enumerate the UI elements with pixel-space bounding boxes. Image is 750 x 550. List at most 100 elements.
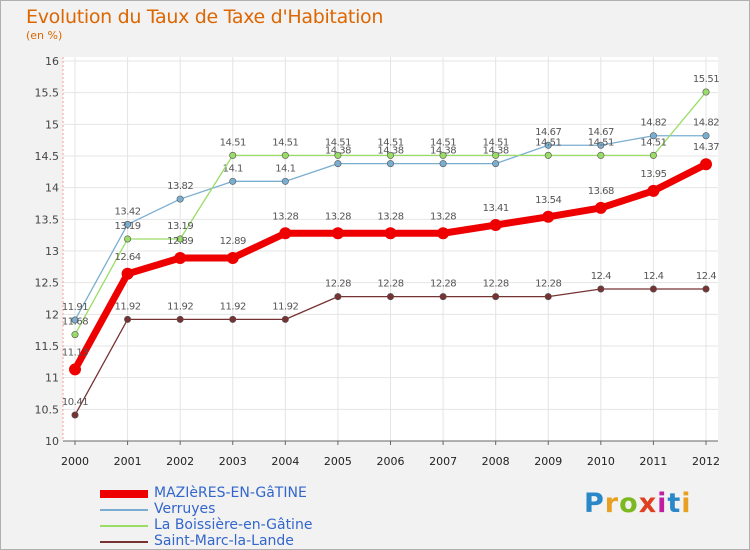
data-label: 14.51 (430, 137, 456, 148)
line-chart: 10 10.5 11 11.5 12 12.5 13 13.5 14 14.5 15 15.5 16 20… (35, 55, 721, 468)
y-tick-label: 14.5 (35, 150, 60, 163)
legend-label: MAZIèRES-EN-GâTINE (154, 485, 307, 501)
data-label: 13.41 (483, 203, 509, 214)
x-tick-label: 2002 (166, 455, 194, 468)
data-label: 11.92 (115, 301, 141, 312)
data-label: 13.28 (430, 211, 456, 222)
data-point (279, 227, 292, 240)
data-point (229, 177, 237, 185)
data-point (384, 227, 397, 240)
data-point (597, 285, 605, 293)
legend-swatch (100, 524, 148, 527)
data-label: 13.42 (115, 206, 141, 217)
data-label: 13.68 (588, 186, 614, 197)
data-label: 14.51 (325, 137, 351, 148)
data-point (597, 151, 605, 159)
data-point (647, 184, 660, 197)
legend-swatch (100, 489, 148, 498)
data-point (69, 363, 81, 376)
data-point (124, 220, 132, 228)
data-label: 14.51 (220, 137, 246, 148)
data-point (702, 132, 710, 140)
y-tick-label: 14 (45, 182, 59, 195)
legend-item: La Boissière-en-Gâtine (100, 518, 312, 533)
x-tick-label: 2010 (587, 455, 615, 468)
data-point (176, 315, 184, 323)
data-label: 12.89 (220, 236, 246, 247)
x-tick-label: 2001 (114, 455, 142, 468)
data-label: 12.64 (115, 252, 141, 263)
data-label: 11.92 (167, 301, 193, 312)
data-point (439, 160, 447, 168)
data-label: 13.28 (377, 211, 403, 222)
data-point (544, 151, 552, 159)
legend-swatch (100, 508, 148, 511)
data-point (71, 316, 79, 324)
y-tick-label: 11.5 (35, 340, 60, 353)
data-point (437, 227, 450, 240)
data-label: 12.28 (325, 279, 351, 290)
data-label: 12.28 (535, 279, 561, 290)
data-point (334, 160, 342, 168)
data-point (649, 285, 657, 293)
data-label: 12.89 (167, 236, 193, 247)
legend-item: Verruyes (100, 502, 215, 517)
data-point (489, 219, 502, 232)
data-point (594, 201, 607, 214)
data-label: 14.82 (640, 118, 666, 129)
legend-label: Verruyes (154, 501, 216, 517)
data-label: 14.51 (640, 137, 666, 148)
data-point (121, 267, 134, 280)
data-label: 11.91 (62, 302, 88, 313)
y-tick-label: 15 (45, 118, 59, 131)
data-label: 11.92 (272, 301, 298, 312)
x-tick-label: 2005 (324, 455, 352, 468)
data-label: 11.13 (62, 347, 88, 358)
x-tick-label: 2004 (271, 455, 299, 468)
data-point (386, 293, 394, 301)
y-tick-label: 13.5 (35, 213, 60, 226)
data-point (281, 177, 289, 185)
data-label: 13.95 (640, 169, 666, 180)
data-label: 14.51 (588, 137, 614, 148)
data-label: 14.38 (430, 146, 456, 157)
data-point (386, 160, 394, 168)
data-point (702, 88, 710, 96)
data-label: 13.54 (535, 195, 561, 206)
data-label: 12.28 (430, 279, 456, 290)
legend-swatch (100, 540, 148, 543)
data-point (542, 210, 555, 223)
x-tick-label: 2006 (377, 455, 405, 468)
data-label: 13.28 (325, 211, 351, 222)
data-point (281, 151, 289, 159)
data-point (124, 315, 132, 323)
chart-unit: (en %) (26, 29, 63, 42)
data-point (331, 227, 344, 240)
data-point (597, 141, 605, 149)
data-label: 14.1 (223, 163, 243, 174)
data-label: 13.19 (167, 221, 193, 232)
x-tick-label: 2003 (219, 455, 247, 468)
data-label: 14.51 (272, 137, 298, 148)
y-tick-label: 15.5 (35, 87, 60, 100)
data-label: 14.67 (535, 127, 561, 138)
data-point (334, 151, 342, 159)
x-tick-label: 2007 (429, 455, 457, 468)
y-tick-label: 11 (45, 372, 59, 385)
y-tick-label: 13 (45, 245, 59, 258)
data-point (439, 293, 447, 301)
data-point (649, 151, 657, 159)
data-label: 12.4 (591, 271, 611, 282)
data-label: 15.51 (693, 74, 719, 85)
data-label: 14.51 (483, 137, 509, 148)
data-point (544, 293, 552, 301)
data-label: 14.82 (693, 118, 719, 129)
data-label: 13.19 (115, 221, 141, 232)
data-point (439, 151, 447, 159)
proxiti-logo: Proxiti (584, 488, 692, 519)
data-point (71, 411, 79, 419)
data-point (281, 315, 289, 323)
data-point (649, 132, 657, 140)
data-point (544, 141, 552, 149)
data-point (492, 293, 500, 301)
